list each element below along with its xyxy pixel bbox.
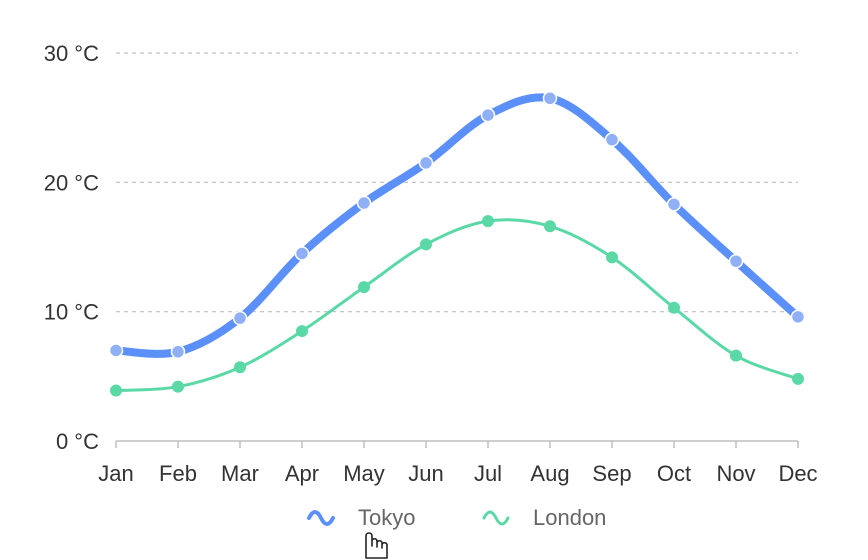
- x-tick-label: Jun: [408, 461, 443, 486]
- data-point-tokyo-jul[interactable]: [480, 107, 496, 123]
- data-point-london-jun[interactable]: [420, 238, 432, 251]
- data-point-london-oct[interactable]: [668, 301, 680, 314]
- x-tick-label: Apr: [285, 461, 319, 486]
- data-point-london-nov[interactable]: [730, 349, 742, 362]
- legend-item-tokyo[interactable]: Tokyo: [306, 500, 415, 536]
- data-point-london-jan[interactable]: [110, 384, 122, 397]
- y-tick-label: 0 °C: [56, 429, 99, 454]
- x-tick-label: Mar: [221, 461, 259, 486]
- legend: Tokyo London: [0, 500, 868, 540]
- x-tick-label: Aug: [530, 461, 569, 486]
- x-tick-label: Jan: [98, 461, 133, 486]
- line-chart: 0 °C 10 °C 20 °C 30 °C Jan Feb Mar Apr May Jun Ju…: [44, 41, 818, 486]
- data-point-tokyo-nov[interactable]: [728, 253, 744, 269]
- data-point-london-apr[interactable]: [296, 325, 308, 338]
- x-tick-label: Feb: [159, 461, 197, 486]
- data-point-tokyo-oct[interactable]: [666, 197, 682, 212]
- series-london: [110, 215, 804, 397]
- data-point-tokyo-mar[interactable]: [232, 310, 248, 326]
- x-tick-label: Nov: [716, 461, 755, 486]
- data-point-tokyo-may[interactable]: [356, 195, 372, 211]
- x-axis: Jan Feb Mar Apr May Jun Jul Aug Sep Oct Nov Dec: [98, 440, 818, 486]
- x-tick-label: Oct: [657, 461, 691, 486]
- y-tick-label: 30 °C: [44, 41, 99, 66]
- grid-lines: [116, 52, 798, 313]
- hand-pointer-icon: [365, 532, 388, 559]
- data-point-tokyo-dec[interactable]: [790, 309, 806, 325]
- data-point-tokyo-aug[interactable]: [542, 91, 558, 106]
- series-layer: [108, 91, 806, 397]
- x-tick-label: Sep: [592, 461, 631, 486]
- data-point-london-dec[interactable]: [792, 372, 804, 385]
- series-line-london: [114, 218, 800, 393]
- wave-line-icon: [307, 510, 335, 526]
- data-point-london-jul[interactable]: [482, 215, 494, 228]
- x-tick-label: Jul: [474, 461, 502, 486]
- data-point-london-sep[interactable]: [606, 251, 618, 264]
- data-point-tokyo-jun[interactable]: [418, 155, 434, 171]
- x-tick-label: Dec: [778, 461, 817, 486]
- legend-label: London: [533, 505, 607, 530]
- legend-label: Tokyo: [358, 505, 416, 530]
- y-tick-label: 10 °C: [44, 300, 99, 325]
- series-line-tokyo: [112, 93, 802, 358]
- data-point-london-mar[interactable]: [234, 361, 246, 374]
- data-point-tokyo-jan[interactable]: [108, 343, 124, 358]
- legend-item-london[interactable]: London: [481, 500, 606, 536]
- data-point-london-aug[interactable]: [544, 220, 556, 233]
- data-point-tokyo-apr[interactable]: [294, 246, 310, 261]
- data-point-london-may[interactable]: [358, 281, 370, 294]
- series-tokyo: [108, 91, 806, 360]
- data-point-tokyo-feb[interactable]: [170, 344, 186, 360]
- y-tick-label: 20 °C: [44, 170, 99, 195]
- x-tick-label: May: [343, 461, 385, 486]
- y-axis: 0 °C 10 °C 20 °C 30 °C: [44, 41, 99, 454]
- data-point-tokyo-sep[interactable]: [604, 132, 620, 147]
- data-point-london-feb[interactable]: [172, 380, 184, 393]
- wave-line-icon: [482, 510, 510, 526]
